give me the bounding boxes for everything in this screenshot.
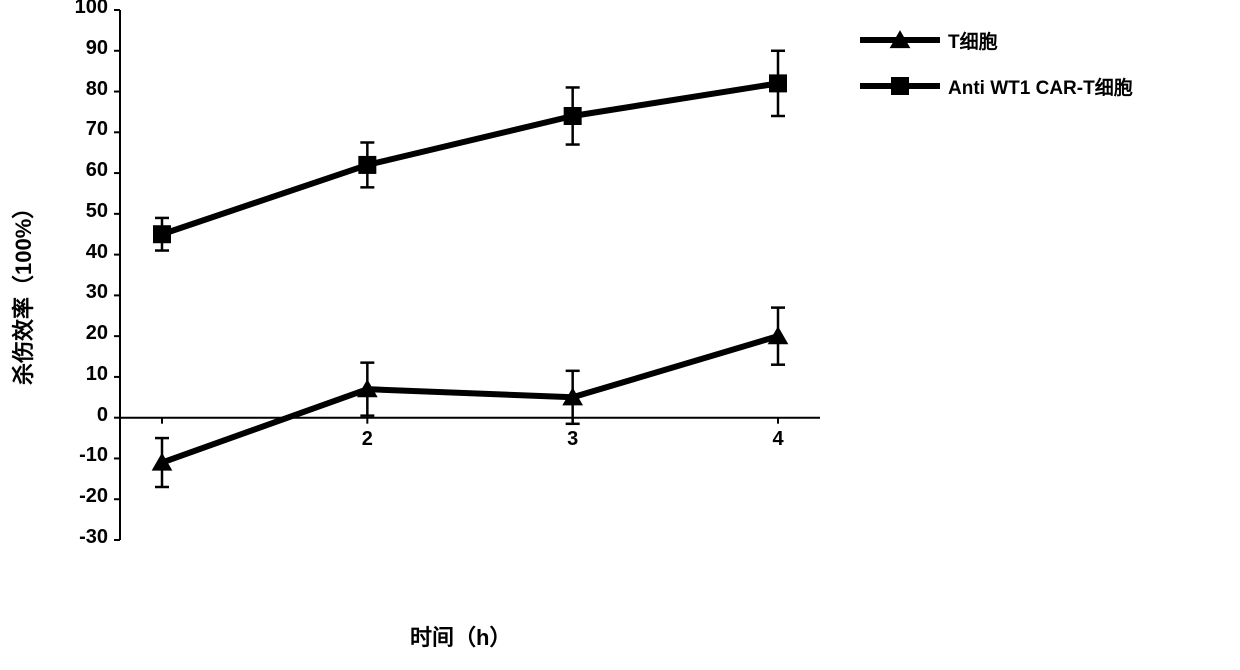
y-tick-label: 30 [48, 281, 108, 304]
y-tick-label: -20 [48, 485, 108, 508]
y-tick-label: 100 [48, 0, 108, 19]
y-tick-label: 20 [48, 322, 108, 345]
y-tick-label: -10 [48, 444, 108, 467]
y-tick-label: 70 [48, 118, 108, 141]
y-tick-label: 50 [48, 200, 108, 223]
y-tick-label: 60 [48, 159, 108, 182]
x-tick-label: 3 [553, 428, 593, 451]
chart-svg [0, 0, 1240, 670]
x-axis-label: 时间（h） [410, 620, 511, 652]
y-tick-label: 0 [48, 404, 108, 427]
line-chart: -30 -20 -10 0 10 20 30 40 50 60 70 80 90 100 2 3 4 杀伤效率（1… [0, 0, 1240, 670]
y-tick-label: 80 [48, 78, 108, 101]
y-axis-label: 杀伤效率（100%） [6, 197, 38, 385]
y-tick-label: -30 [48, 526, 108, 549]
legend-label: T细胞 [948, 27, 998, 54]
y-tick-label: 40 [48, 241, 108, 264]
legend-label: Anti WT1 CAR-T细胞 [948, 73, 1133, 100]
x-tick-label: 4 [758, 428, 798, 451]
y-tick-label: 90 [48, 37, 108, 60]
x-tick-label: 2 [347, 428, 387, 451]
y-tick-label: 10 [48, 363, 108, 386]
